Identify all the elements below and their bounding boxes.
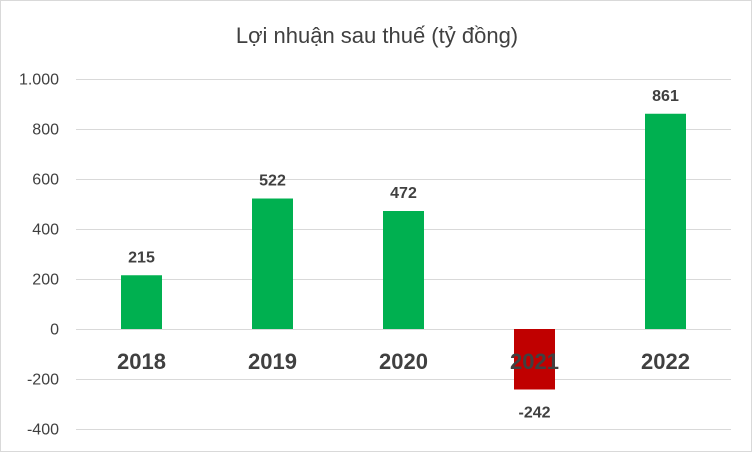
x-category-label: 2021 — [510, 349, 559, 374]
x-category-label: 2020 — [379, 349, 428, 374]
data-labels: 215 522 472 -242 861 — [128, 88, 679, 422]
y-tick-label: -200 — [27, 372, 59, 389]
category-labels: 2018 2019 2020 2021 2022 — [117, 349, 690, 374]
data-label: 861 — [652, 88, 679, 105]
x-category-label: 2022 — [641, 349, 690, 374]
x-category-label: 2018 — [117, 349, 166, 374]
y-tick-label: 800 — [32, 122, 59, 139]
data-label: 215 — [128, 249, 155, 266]
y-tick-label: 1.000 — [19, 72, 59, 89]
bars — [121, 113, 686, 390]
x-category-label: 2019 — [248, 349, 297, 374]
bar-2018 — [121, 275, 162, 329]
gridlines — [76, 79, 731, 430]
y-tick-label: -400 — [27, 422, 59, 439]
y-axis-ticks: -400 -200 0 200 400 600 800 1.000 — [19, 72, 59, 439]
y-tick-label: 600 — [32, 172, 59, 189]
y-tick-label: 200 — [32, 272, 59, 289]
data-label: -242 — [518, 405, 550, 422]
y-tick-label: 400 — [32, 222, 59, 239]
chart-title: Lợi nhuận sau thuế (tỷ đồng) — [235, 23, 519, 48]
data-label: 522 — [259, 173, 286, 190]
y-tick-label: 0 — [50, 322, 59, 339]
bar-2020 — [383, 211, 424, 329]
bar-2019 — [252, 198, 293, 329]
data-label: 472 — [390, 185, 417, 202]
bar-2022 — [645, 113, 686, 329]
bar-2021 — [514, 329, 555, 390]
